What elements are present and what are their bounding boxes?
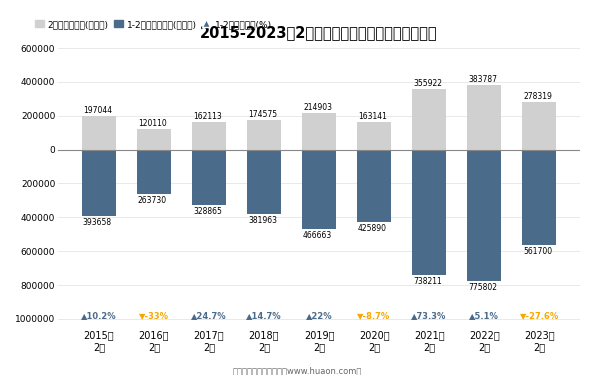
- Text: 162113: 162113: [193, 112, 222, 121]
- Bar: [82, 116, 116, 150]
- Text: ▲73.3%: ▲73.3%: [411, 311, 447, 320]
- Bar: [192, 150, 226, 205]
- Text: 163141: 163141: [358, 112, 387, 121]
- Text: 425890: 425890: [358, 224, 387, 233]
- Text: 174575: 174575: [248, 110, 277, 119]
- Text: 263730: 263730: [138, 196, 167, 205]
- Text: 738211: 738211: [413, 277, 442, 286]
- Bar: [247, 120, 281, 150]
- Text: ▲5.1%: ▲5.1%: [469, 311, 499, 320]
- Text: 381963: 381963: [248, 216, 277, 225]
- Bar: [82, 150, 116, 216]
- Text: 120110: 120110: [138, 119, 167, 128]
- Text: 制图：华经产业研究院（www.huaon.com）: 制图：华经产业研究院（www.huaon.com）: [233, 366, 362, 375]
- Legend: 2月进出口总额(万美元), 1-2月进出口总额(万美元), 1-2月同比增速(%): 2月进出口总额(万美元), 1-2月进出口总额(万美元), 1-2月同比增速(%…: [31, 16, 275, 33]
- Text: 393658: 393658: [83, 218, 112, 227]
- Text: 197044: 197044: [83, 106, 112, 115]
- Text: 466663: 466663: [303, 231, 332, 240]
- Bar: [247, 150, 281, 214]
- Bar: [467, 85, 501, 150]
- Text: ▲24.7%: ▲24.7%: [191, 311, 227, 320]
- Text: ▼-8.7%: ▼-8.7%: [358, 311, 391, 320]
- Text: 775802: 775802: [468, 283, 497, 292]
- Text: 278319: 278319: [523, 93, 552, 102]
- Text: 561700: 561700: [523, 247, 552, 256]
- Bar: [357, 150, 391, 222]
- Bar: [522, 102, 556, 150]
- Bar: [412, 89, 446, 150]
- Text: 214903: 214903: [303, 103, 332, 112]
- Text: ▲22%: ▲22%: [306, 311, 333, 320]
- Text: ▼-33%: ▼-33%: [139, 311, 169, 320]
- Bar: [137, 129, 171, 150]
- Bar: [522, 150, 556, 244]
- Text: ▲10.2%: ▲10.2%: [81, 311, 117, 320]
- Bar: [412, 150, 446, 274]
- Bar: [467, 150, 501, 281]
- Bar: [302, 113, 336, 150]
- Text: ▲14.7%: ▲14.7%: [246, 311, 282, 320]
- Bar: [192, 122, 226, 150]
- Text: ▼-27.6%: ▼-27.6%: [519, 311, 559, 320]
- Bar: [137, 150, 171, 194]
- Bar: [302, 150, 336, 229]
- Text: 383787: 383787: [468, 75, 497, 84]
- Text: 355922: 355922: [413, 80, 442, 88]
- Text: 328865: 328865: [193, 207, 222, 216]
- Bar: [357, 122, 391, 150]
- Title: 2015-2023年2月重庆西永综合保税区进出口总额: 2015-2023年2月重庆西永综合保税区进出口总额: [200, 25, 438, 40]
